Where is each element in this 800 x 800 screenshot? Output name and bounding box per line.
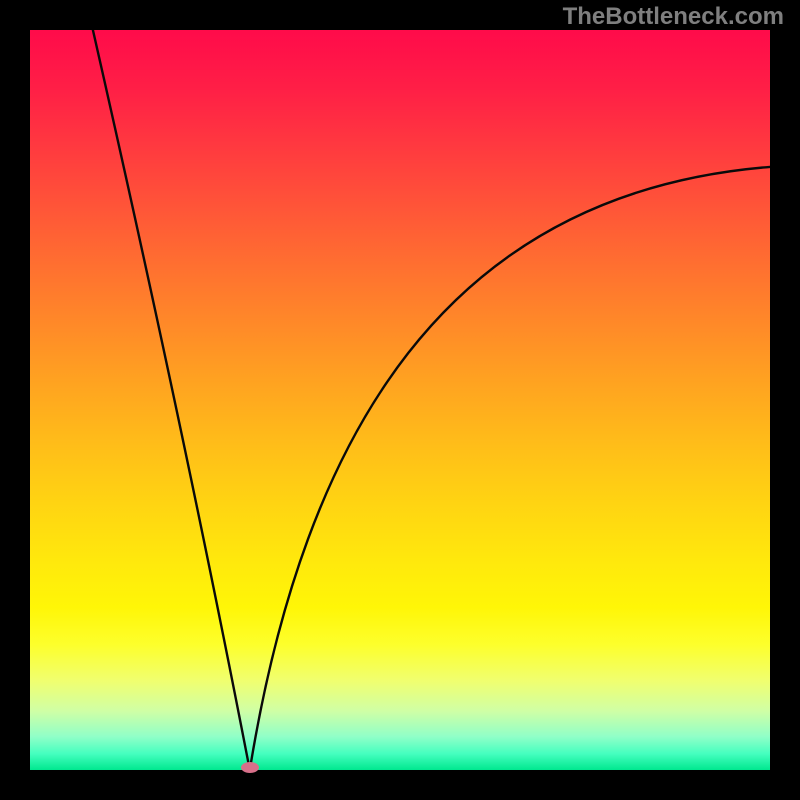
curve-overlay xyxy=(30,30,770,770)
minimum-marker xyxy=(241,762,259,773)
bottleneck-curve xyxy=(93,30,770,770)
plot-area xyxy=(30,30,770,770)
watermark-text: TheBottleneck.com xyxy=(563,3,784,31)
chart-container: TheBottleneck.com xyxy=(0,0,800,800)
